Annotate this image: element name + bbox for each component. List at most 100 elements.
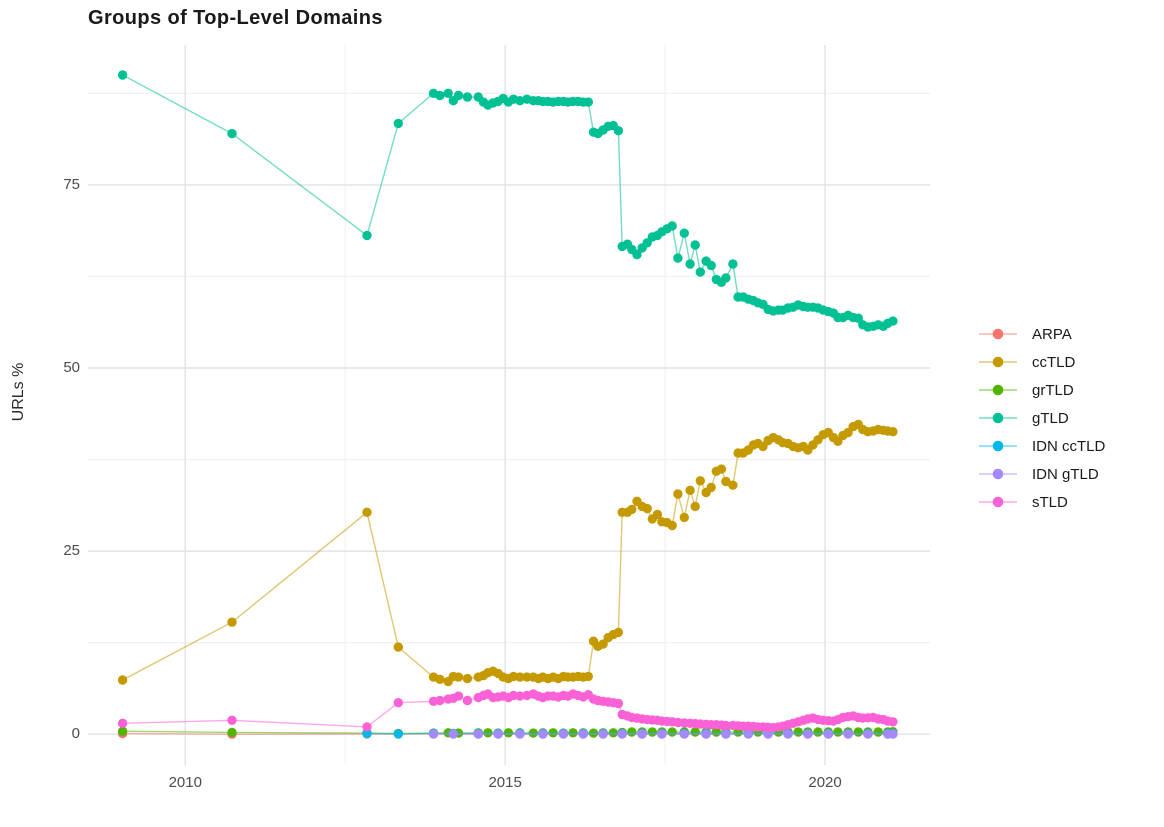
data-point: [117, 726, 128, 736]
y-tick-label: 50: [63, 359, 80, 376]
data-point: [695, 476, 705, 486]
data-point: [462, 695, 473, 706]
data-point: [627, 727, 637, 737]
data-point: [578, 729, 588, 739]
data-point: [695, 267, 705, 277]
y-tick-label: 25: [63, 542, 80, 560]
data-point: [462, 673, 473, 684]
data-point: [721, 476, 731, 487]
legend-key-icon: [979, 496, 1017, 508]
legend-item-label: IDN ccTLD: [1032, 437, 1106, 455]
data-point: [843, 729, 853, 739]
y-tick-label: 75: [63, 175, 80, 193]
legend-item-label: gTLD: [1032, 409, 1069, 427]
data-point: [853, 313, 863, 323]
legend-key-dot: [992, 384, 1004, 396]
data-point: [706, 260, 716, 271]
data-point: [853, 727, 863, 737]
data-point: [793, 727, 803, 737]
data-point: [515, 691, 525, 701]
data-point: [783, 729, 793, 739]
legend-key-dot: [992, 328, 1004, 340]
legend-key-dot: [992, 496, 1004, 508]
data-point: [716, 464, 727, 474]
data-point: [613, 698, 624, 709]
data-point: [362, 230, 372, 241]
data-point: [632, 249, 642, 260]
data-point: [435, 90, 445, 101]
data-point: [362, 722, 372, 732]
data-point: [362, 507, 372, 517]
data-point: [558, 729, 569, 739]
data-point: [598, 729, 608, 739]
data-point: [227, 715, 237, 725]
data-point: [227, 727, 237, 738]
legend-key-icon: [979, 440, 1017, 452]
data-point: [613, 126, 624, 136]
data-point: [117, 718, 128, 728]
legend-key-icon: [979, 412, 1017, 424]
data-point: [515, 96, 525, 106]
legend-item-stld: sTLD: [977, 492, 1105, 512]
data-point: [690, 501, 700, 512]
data-point: [685, 259, 695, 269]
data-point: [435, 674, 445, 684]
legend-item-grtld: grTLD: [977, 380, 1105, 400]
data-point: [362, 728, 372, 739]
data-point: [706, 482, 716, 493]
x-tick-label: 2010: [168, 774, 202, 791]
data-point: [701, 729, 711, 739]
legend-item-label: ARPA: [1032, 325, 1072, 343]
legend-item-arpa: ARPA: [977, 324, 1105, 344]
data-point: [863, 729, 873, 739]
legend-key-dot: [992, 468, 1004, 480]
legend-key-icon: [979, 356, 1017, 368]
data-point: [679, 512, 689, 523]
data-point: [888, 717, 898, 727]
series-line-gtld: [122, 74, 894, 328]
x-tick-label: 2015: [488, 774, 522, 791]
series-stld: [117, 689, 898, 733]
legend-key-dot: [992, 412, 1004, 424]
data-point: [227, 128, 237, 139]
data-point: [721, 720, 731, 731]
data-point: [721, 729, 731, 739]
legend-item-idn-gtld: IDN gTLD: [977, 464, 1105, 484]
data-point: [627, 504, 637, 515]
legend-key-icon: [979, 328, 1017, 340]
data-point: [803, 729, 813, 739]
data-point: [673, 253, 683, 263]
x-tick-label: 2020: [808, 774, 842, 791]
data-point: [667, 221, 677, 231]
data-point: [435, 695, 445, 706]
data-point: [690, 240, 700, 250]
data-point: [667, 727, 677, 737]
data-point: [393, 642, 403, 652]
data-point: [443, 88, 453, 99]
data-point: [667, 520, 677, 531]
data-point: [728, 480, 738, 490]
data-point: [393, 729, 403, 739]
data-point: [813, 727, 823, 737]
legend-key-icon: [979, 468, 1017, 480]
data-point: [743, 729, 753, 739]
series-gtld: [117, 70, 898, 332]
data-point: [873, 727, 883, 737]
data-point: [393, 698, 403, 708]
series-cctld: [117, 419, 898, 687]
legend-item-cctld: ccTLD: [977, 352, 1105, 372]
data-point: [647, 727, 657, 737]
data-point: [453, 691, 464, 701]
legend-key-dot: [992, 440, 1004, 452]
data-point: [690, 727, 700, 737]
data-point: [888, 427, 898, 437]
data-point: [721, 273, 731, 283]
series-idn-gtld: [428, 729, 898, 739]
legend-key-dot: [992, 356, 1004, 368]
data-point: [613, 627, 624, 638]
legend-item-label: sTLD: [1032, 493, 1068, 511]
data-point: [117, 675, 128, 685]
data-point: [823, 729, 833, 739]
data-point: [453, 90, 464, 101]
